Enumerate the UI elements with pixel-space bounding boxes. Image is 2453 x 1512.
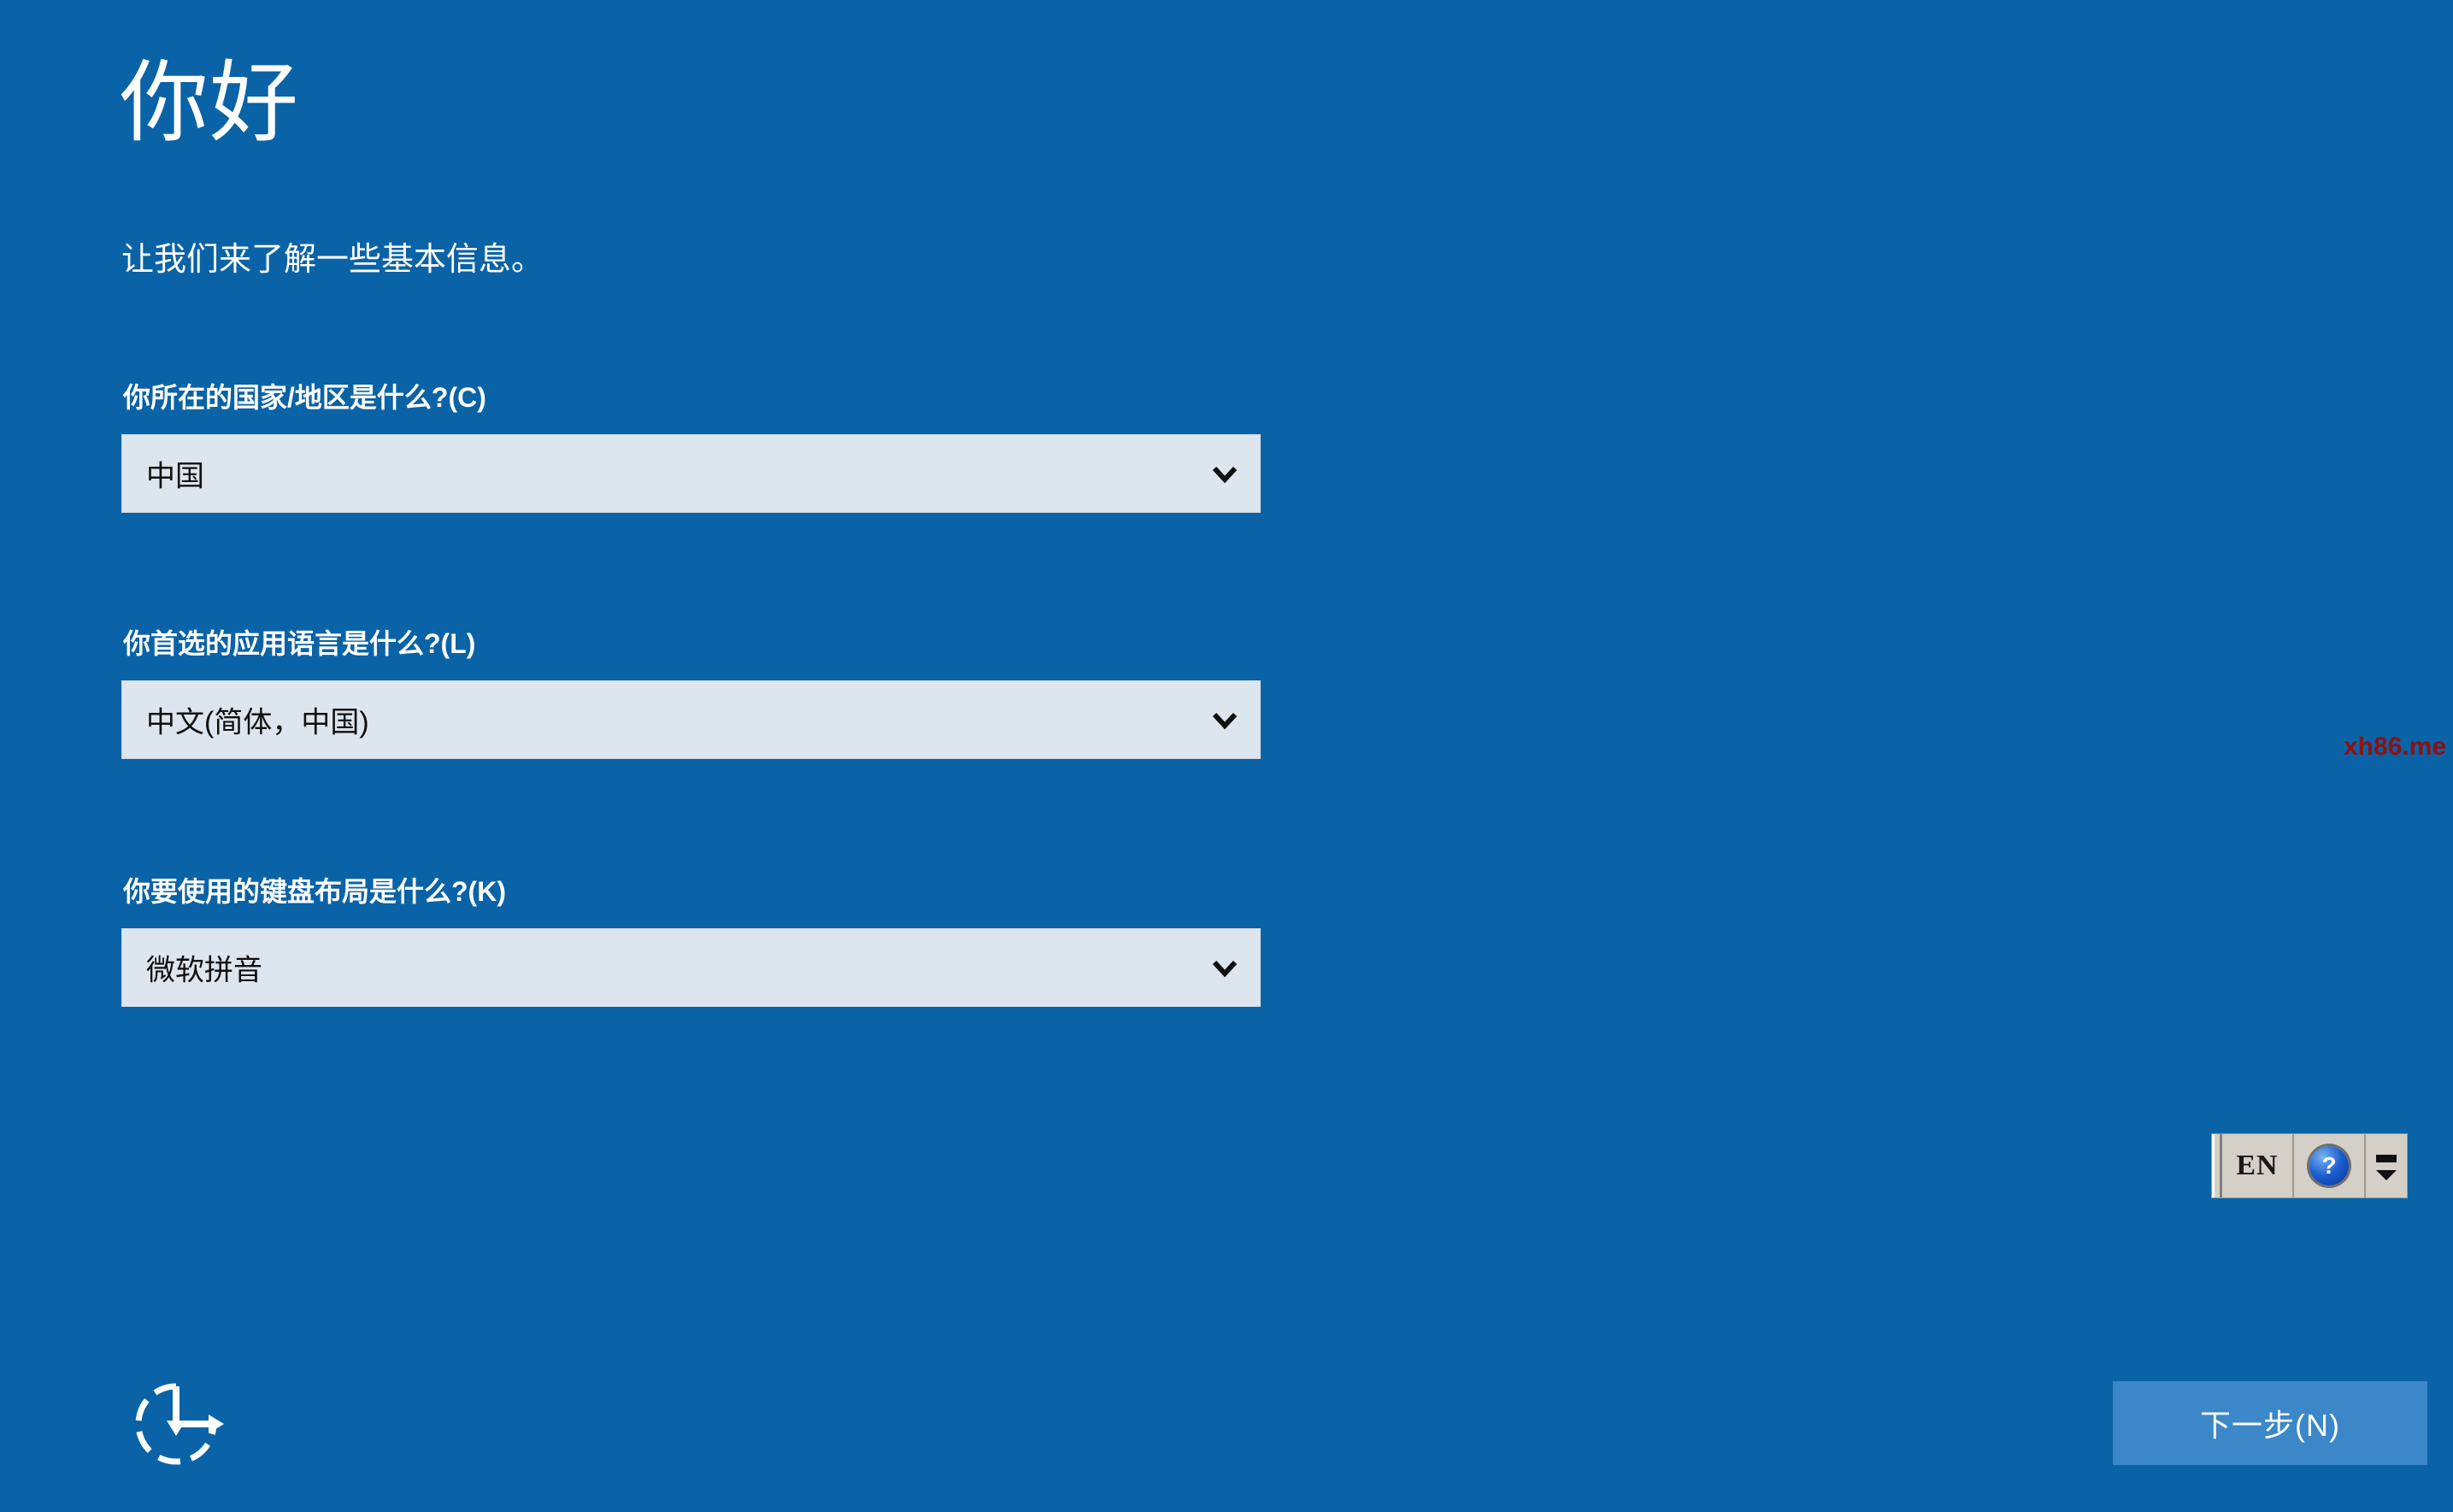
- language-combobox[interactable]: 中文(简体，中国): [121, 680, 1261, 759]
- triangle-down-icon: [2376, 1170, 2397, 1180]
- drag-handle-icon[interactable]: [2212, 1134, 2222, 1197]
- chevron-down-icon: [1210, 953, 1239, 982]
- chevron-down-icon: [1210, 459, 1239, 488]
- language-bar[interactable]: EN ?: [2212, 1134, 2407, 1197]
- input-language-indicator[interactable]: EN: [2222, 1134, 2294, 1197]
- label-keyboard: 你要使用的键盘布局是什么?(K): [123, 876, 506, 907]
- country-selected-value: 中国: [146, 460, 204, 493]
- page-subtitle: 让我们来了解一些基本信息。: [121, 242, 544, 278]
- language-selected-value: 中文(简体，中国): [146, 706, 369, 739]
- watermark: xh86.me: [2344, 732, 2447, 761]
- label-country: 你所在的国家/地区是什么?(C): [123, 382, 486, 413]
- field-group-keyboard: 你要使用的键盘布局是什么?(K) 微软拼音: [121, 870, 1261, 1007]
- chevron-down-icon: [1210, 705, 1239, 734]
- ease-of-access-button[interactable]: [126, 1374, 226, 1474]
- keyboard-combobox[interactable]: 微软拼音: [121, 928, 1261, 1007]
- ease-of-access-icon: [135, 1383, 224, 1465]
- country-combobox[interactable]: 中国: [121, 434, 1261, 513]
- next-button[interactable]: 下一步(N): [2113, 1381, 2427, 1465]
- language-bar-minimize-button[interactable]: [2366, 1134, 2407, 1197]
- field-group-country: 你所在的国家/地区是什么?(C) 中国: [121, 376, 1261, 513]
- field-group-language: 你首选的应用语言是什么?(L) 中文(简体，中国): [121, 622, 1261, 759]
- page-title: 你好: [120, 54, 300, 153]
- keyboard-selected-value: 微软拼音: [146, 954, 262, 987]
- label-language: 你首选的应用语言是什么?(L): [123, 628, 476, 659]
- help-button[interactable]: ?: [2294, 1134, 2366, 1197]
- minimize-icon: [2376, 1155, 2397, 1162]
- help-orb-icon: ?: [2309, 1146, 2349, 1185]
